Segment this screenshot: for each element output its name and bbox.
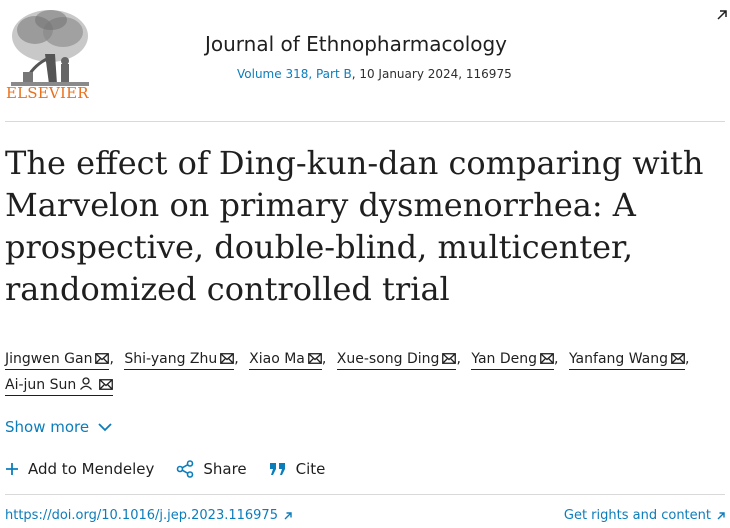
doi-label: https://doi.org/10.1016/j.jep.2023.11697…	[5, 508, 278, 523]
envelope-icon	[95, 353, 110, 364]
envelope-icon	[99, 379, 114, 390]
article-header: ELSEVIER Journal of Ethnopharmacology Vo…	[0, 0, 730, 122]
envelope-icon	[671, 353, 685, 364]
footer-divider	[5, 494, 725, 495]
issue-info: Volume 318, Part B, 10 January 2024, 116…	[237, 67, 512, 81]
external-link-icon	[284, 511, 292, 519]
publisher-wordmark[interactable]: ELSEVIER	[6, 84, 89, 102]
mendeley-label: Add to Mendeley	[28, 460, 155, 478]
expand-icon[interactable]	[715, 8, 729, 22]
author-link[interactable]: Ai-jun Sun	[5, 377, 114, 396]
share-label: Share	[203, 460, 247, 478]
show-more-button[interactable]: Show more	[5, 418, 112, 436]
doi-link[interactable]: https://doi.org/10.1016/j.jep.2023.11697…	[5, 508, 293, 523]
external-link-icon	[717, 511, 725, 519]
author-link[interactable]: Yan Deng	[471, 351, 555, 370]
header-divider	[5, 121, 725, 122]
show-more-label: Show more	[5, 418, 90, 436]
author-link[interactable]: Xue-song Ding	[336, 351, 457, 370]
share-icon	[177, 460, 194, 478]
author-list: Jingwen Gan, Shi-yang Zhu, Xiao Ma, Xue-…	[5, 346, 727, 398]
cite-button[interactable]: Cite	[269, 460, 326, 478]
quote-icon	[269, 463, 285, 475]
article-title: The effect of Ding-kun-dan comparing wit…	[5, 144, 704, 308]
rights-label: Get rights and content	[563, 508, 711, 523]
author-link[interactable]: Xiao Ma	[249, 351, 322, 370]
author-link[interactable]: Shi-yang Zhu	[124, 351, 235, 370]
cite-label: Cite	[295, 460, 326, 478]
add-to-mendeley-button[interactable]: Add to Mendeley	[5, 460, 154, 478]
share-button[interactable]: Share	[176, 460, 247, 478]
issue-details: , 10 January 2024, 116975	[351, 67, 512, 81]
envelope-icon	[540, 353, 554, 364]
volume-link[interactable]: Volume 318, Part B	[237, 67, 352, 81]
plus-icon	[6, 463, 18, 475]
elsevier-tree-logo[interactable]	[5, 6, 95, 104]
get-rights-link[interactable]: Get rights and content	[564, 508, 726, 523]
journal-title[interactable]: Journal of Ethnopharmacology	[205, 32, 508, 56]
chevron-down-icon	[98, 422, 112, 431]
author-link[interactable]: Yanfang Wang	[568, 351, 686, 370]
envelope-icon	[442, 353, 457, 364]
envelope-icon	[307, 353, 322, 364]
author-link[interactable]: Jingwen Gan	[5, 351, 110, 370]
person-icon	[80, 377, 93, 390]
article-actions: Add to Mendeley Share Cite	[5, 460, 347, 478]
envelope-icon	[220, 353, 235, 364]
